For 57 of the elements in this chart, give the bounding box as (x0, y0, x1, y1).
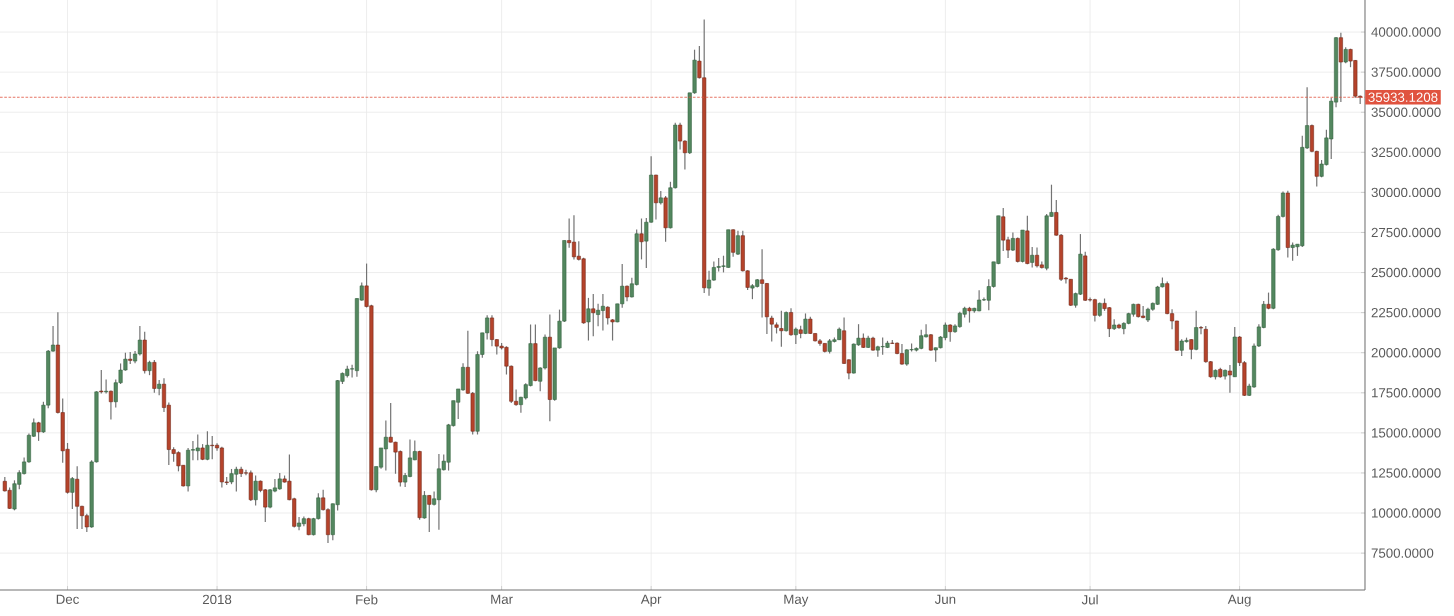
x-tick-label: 2018 (202, 594, 232, 605)
y-tick-label: 37500.0000 (1371, 67, 1441, 77)
candlestick (1189, 338, 1194, 360)
candlestick (205, 430, 210, 461)
candlestick (1030, 246, 1035, 269)
x-tick-label: Jun (934, 594, 956, 604)
y-tick-label: 27500.0000 (1371, 227, 1441, 238)
y-tick-label: 7500.0000 (1371, 548, 1434, 558)
candlestick (639, 217, 644, 260)
candlestick (99, 369, 104, 395)
candlestick (1010, 231, 1015, 252)
candlestick (253, 474, 258, 507)
candlestick (707, 270, 712, 297)
x-tick-label: Apr (640, 594, 662, 607)
y-tick-label: 15000.0000 (1372, 428, 1441, 438)
y-tick-label: 22500.0000 (1371, 307, 1441, 318)
candlestick (422, 490, 427, 520)
x-tick-label: Aug (1227, 594, 1251, 607)
candlestick (596, 303, 601, 327)
candlestick (297, 516, 302, 531)
candlestick (899, 343, 904, 366)
candlestick (760, 248, 765, 319)
candlestick (70, 476, 75, 510)
candlestick (731, 228, 736, 258)
ref-line-label: 35933.1208 (1368, 92, 1438, 102)
candlestick (735, 230, 740, 256)
y-tick-label: 35000.0000 (1371, 107, 1441, 117)
y-tick-label: 20000.0000 (1371, 348, 1441, 358)
y-tick-label: 17500.0000 (1372, 388, 1441, 398)
candlestick (586, 297, 591, 342)
candlestick (427, 494, 432, 533)
candlestick (1035, 246, 1040, 269)
x-tick-label: May (784, 594, 809, 607)
candlestick (1194, 310, 1199, 351)
candlestick (1015, 236, 1020, 264)
candlestick (195, 433, 200, 461)
candlestick (678, 122, 683, 151)
y-tick-label: 10000.0000 (1372, 508, 1441, 518)
candlestick (1227, 364, 1232, 394)
candlestick (591, 293, 596, 337)
candlestick (610, 318, 615, 342)
x-tick-label: Dec (56, 594, 79, 604)
x-tick-label: Mar (491, 594, 513, 604)
x-tick-label: Jul (1081, 594, 1098, 605)
y-tick-label: 12500.0000 (1372, 468, 1441, 478)
x-tick-label: Feb (356, 594, 378, 605)
candlestick (600, 293, 605, 332)
y-tick-label: 25000.0000 (1371, 267, 1441, 278)
y-tick-label: 40000.0000 (1371, 27, 1441, 37)
candlestick (789, 307, 794, 337)
candlestick (104, 378, 109, 395)
candlestick (779, 310, 784, 348)
y-tick-label: 32500.0000 (1371, 147, 1441, 157)
candlestick (108, 389, 113, 421)
candlestick (383, 419, 388, 472)
candlestick (210, 435, 215, 460)
y-tick-label: 30000.0000 (1371, 187, 1441, 198)
